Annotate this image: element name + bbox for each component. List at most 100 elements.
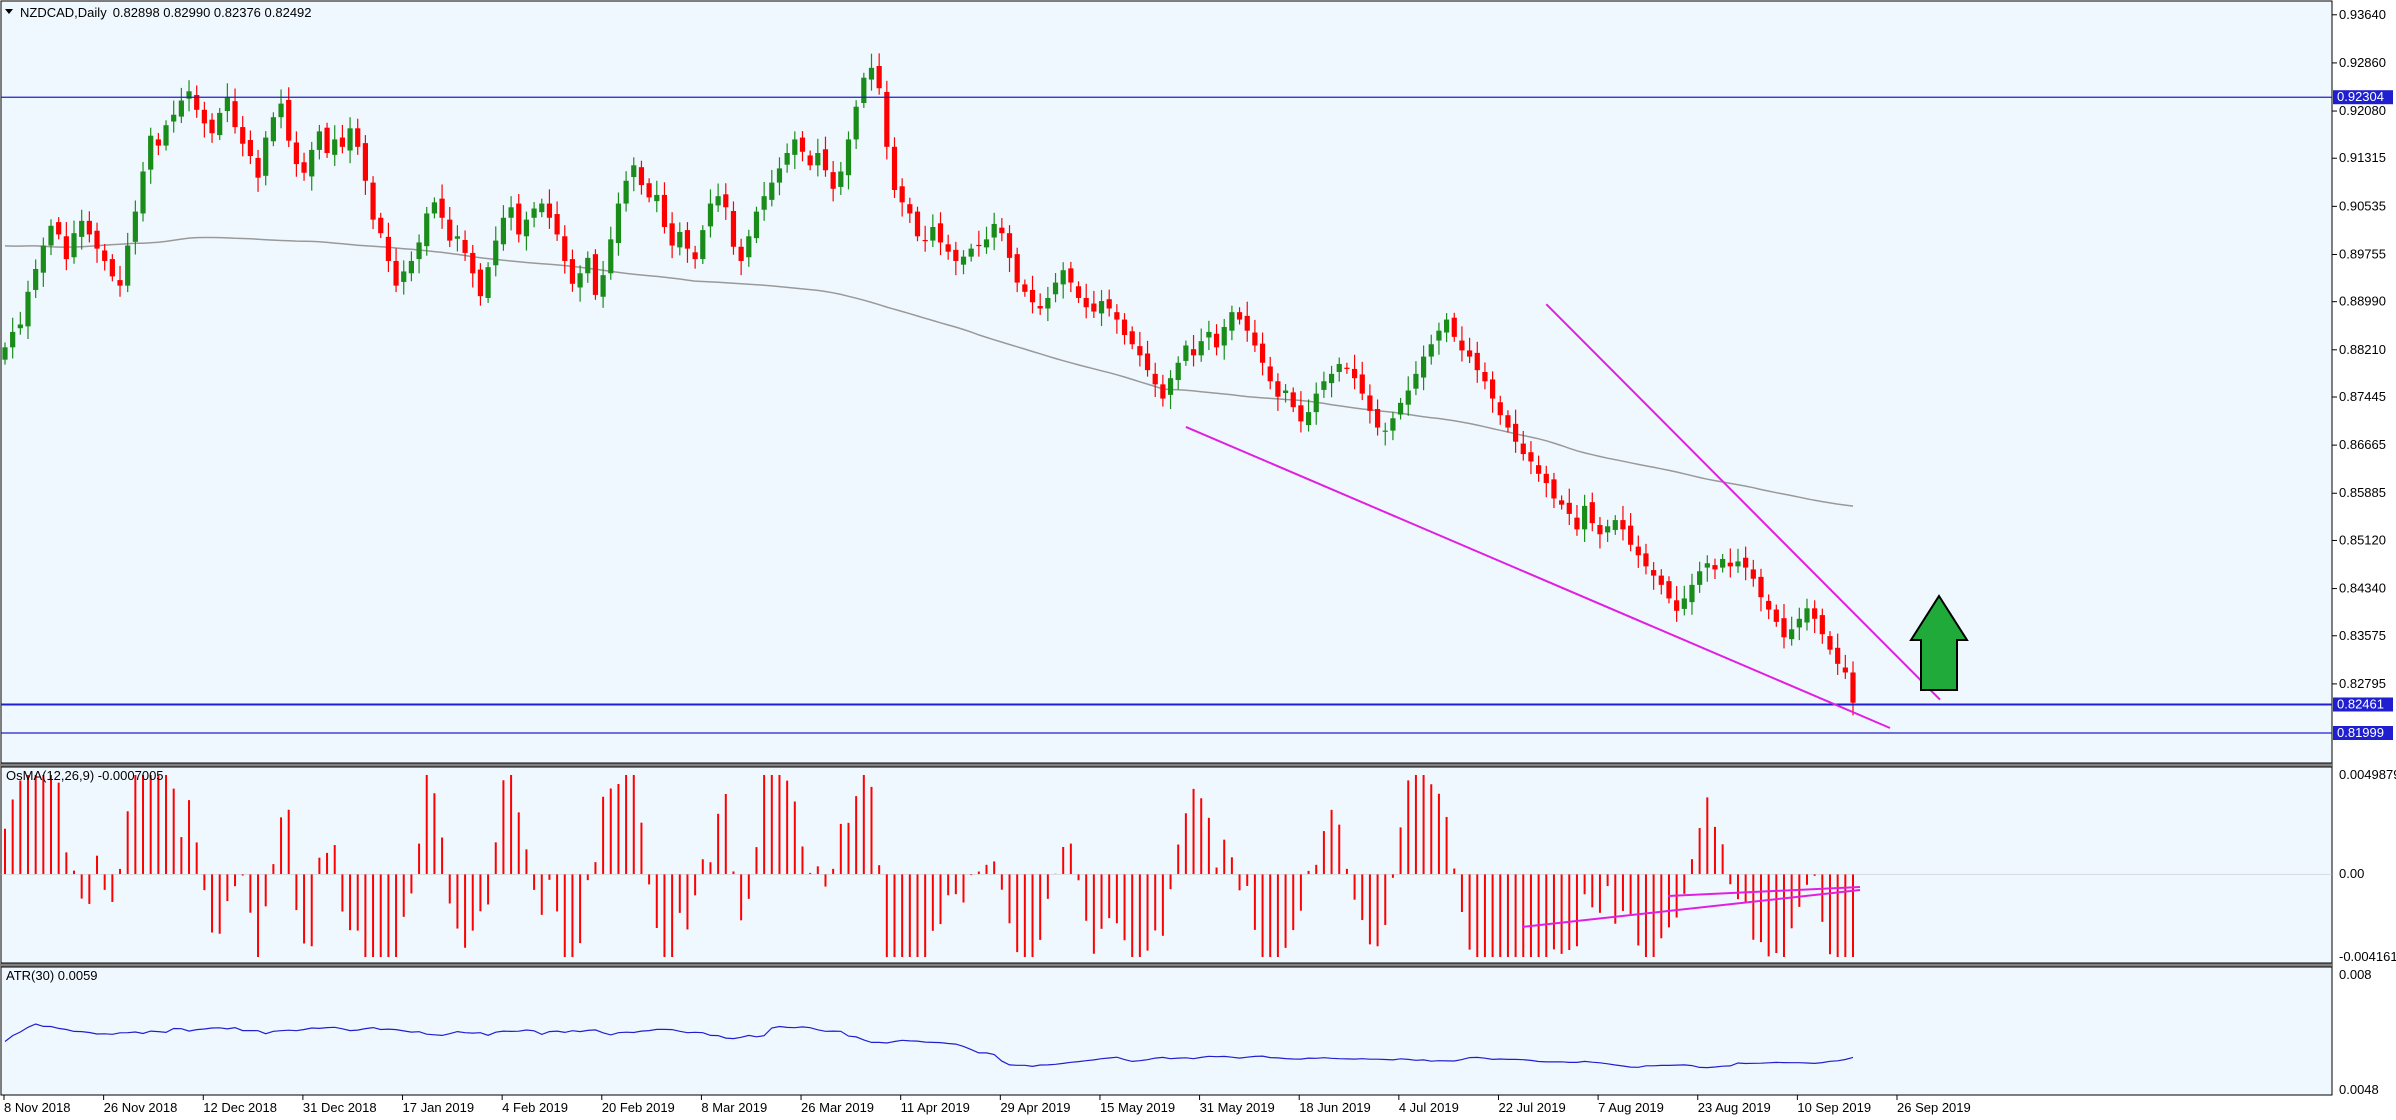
atr-pane[interactable] (4, 1023, 1854, 1069)
candle (968, 243, 974, 262)
candle (1704, 555, 1710, 582)
candle-body (270, 117, 276, 142)
candle (1804, 598, 1810, 631)
candle-body (638, 167, 645, 186)
candle-body (907, 204, 913, 214)
candle-body (1628, 525, 1634, 545)
candle-body (761, 196, 767, 210)
candle-body (1037, 305, 1043, 309)
candle (1045, 286, 1051, 322)
candle-body (477, 269, 484, 297)
candle-body (1681, 598, 1687, 609)
candle-body (1773, 609, 1779, 622)
candle (194, 85, 200, 118)
candle (1175, 356, 1181, 390)
candle-body (424, 213, 430, 247)
candle-body (1566, 502, 1572, 514)
candle-body (776, 168, 783, 183)
candle-body (339, 137, 345, 147)
candle-body (991, 223, 997, 238)
candle (730, 201, 737, 255)
y-tick-label: 0.92860 (2339, 55, 2386, 70)
candle (132, 200, 138, 255)
candle (1620, 505, 1626, 541)
candle (707, 189, 714, 238)
candle (148, 127, 154, 184)
candle (1083, 283, 1089, 319)
candle-body (1252, 332, 1258, 346)
candle-body (1804, 608, 1810, 623)
candle (1743, 546, 1749, 581)
candle (1689, 573, 1695, 615)
candle-body (25, 291, 31, 327)
candle-body (1405, 390, 1411, 405)
candle (692, 245, 698, 269)
x-tick-label: 7 Aug 2019 (1598, 1100, 1664, 1115)
candle-body (922, 239, 928, 242)
candle-body (1198, 341, 1204, 356)
candle-body (2, 347, 8, 360)
osma-y-tick-label: 0.00 (2339, 866, 2364, 881)
candle (669, 212, 675, 259)
candle (861, 72, 867, 108)
candle-body (1727, 562, 1733, 567)
candle-body (1275, 381, 1281, 397)
candle-body (217, 112, 223, 136)
osma-y-tick-label: 0.0049879 (2339, 767, 2396, 782)
candle (600, 260, 606, 308)
candle-body (1490, 379, 1496, 399)
candle (991, 212, 997, 251)
candle (1160, 374, 1166, 407)
ohlc-values: 0.82898 0.82990 0.82376 0.82492 (113, 5, 312, 20)
candle (723, 183, 729, 220)
candle (500, 205, 507, 251)
candle-body (186, 91, 192, 99)
osma-pane[interactable] (1, 775, 2332, 957)
y-tick-label: 0.84340 (2339, 581, 2386, 596)
candle (1766, 594, 1772, 620)
candle (1374, 399, 1381, 436)
candle (462, 230, 468, 261)
candle-body (1674, 600, 1680, 611)
candle (255, 149, 261, 192)
candle (1528, 441, 1534, 475)
candle-body (1436, 330, 1442, 341)
candle (1328, 365, 1335, 398)
x-tick-label: 31 Dec 2018 (303, 1100, 377, 1115)
candle (1819, 608, 1825, 644)
candle-body (1651, 570, 1657, 576)
candle-body (1612, 520, 1618, 530)
candle-body (431, 202, 438, 214)
candle-body (868, 67, 875, 80)
candle (1436, 322, 1442, 355)
candle-body (1344, 367, 1350, 369)
candle (769, 169, 775, 207)
candle-body (1796, 618, 1802, 628)
candle (1167, 370, 1174, 410)
candle-body (799, 137, 806, 152)
candle (431, 197, 438, 219)
candle (799, 131, 806, 162)
candle-body (1052, 282, 1059, 295)
candle-body (1605, 526, 1611, 533)
candle-body (332, 139, 338, 155)
candle-body (454, 236, 461, 239)
candle-body (1075, 286, 1082, 298)
candle-body (1689, 584, 1695, 603)
main-price-pane[interactable] (1, 53, 2332, 734)
candle (1789, 616, 1795, 646)
candle (339, 124, 345, 154)
collapse-triangle-icon[interactable] (5, 9, 13, 14)
candle (1091, 290, 1097, 319)
candle-body (953, 249, 959, 261)
candle (784, 143, 790, 173)
candle (63, 222, 69, 271)
candle (1628, 512, 1634, 552)
candle (209, 113, 215, 143)
candle-body (1643, 553, 1649, 567)
candle (1221, 318, 1227, 360)
candle (71, 220, 77, 264)
candle-body (155, 139, 161, 146)
candle (746, 229, 752, 267)
candle (884, 80, 890, 160)
